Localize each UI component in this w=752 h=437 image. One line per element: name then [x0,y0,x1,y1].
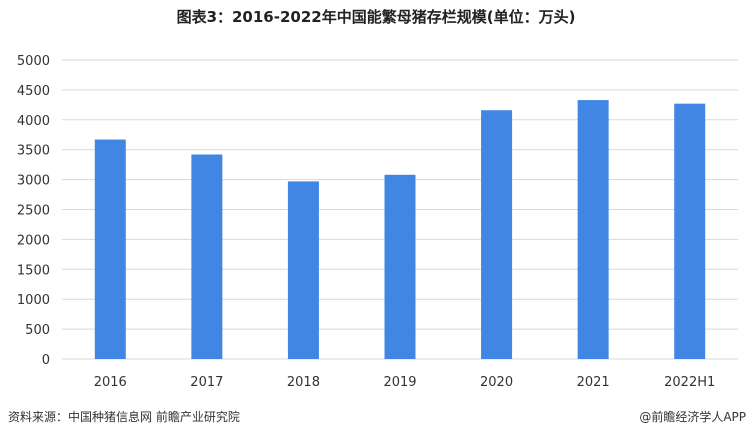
bars [94,100,706,360]
x-tick-label: 2019 [383,375,416,390]
bar-2017 [191,154,223,359]
bar-2020 [481,110,513,360]
y-tick-label: 500 [25,323,50,338]
bar-2016 [94,139,126,359]
y-tick-label: 4500 [17,84,50,99]
y-tick-label: 5000 [17,54,50,69]
source-note: 资料来源：中国种猪信息网 前瞻产业研究院 [8,410,240,424]
brand-label: @前瞻经济学人APP [639,410,746,424]
y-tick-label: 2000 [17,233,50,248]
x-tick-label: 2020 [480,375,513,390]
x-tick-label: 2017 [190,375,223,390]
y-tick-label: 1000 [17,293,50,308]
y-tick-label: 0 [42,353,50,368]
x-tick-label: 2021 [577,375,610,390]
x-tick-label: 2016 [94,375,127,390]
y-axis-ticks: 0 500 1000 1500 2000 2500 3000 3500 4000 4500 5000 [17,54,50,368]
chart-title: 图表3：2016-2022年中国能繁母猪存栏规模(单位：万头) [176,8,576,26]
bar-2021 [577,100,609,359]
bar-2018 [287,181,319,359]
y-tick-label: 3500 [17,144,50,159]
x-axis-ticks: 2016 2017 2018 2019 2020 2021 2022H1 [94,375,716,390]
y-tick-label: 2500 [17,204,50,219]
bar-2019 [384,174,416,359]
x-tick-label: 2018 [287,375,320,390]
y-tick-label: 1500 [17,263,50,278]
y-tick-label: 4000 [17,114,50,129]
x-tick-label: 2022H1 [664,375,715,390]
bar-2022H1 [674,103,706,360]
y-tick-label: 3000 [17,174,50,189]
